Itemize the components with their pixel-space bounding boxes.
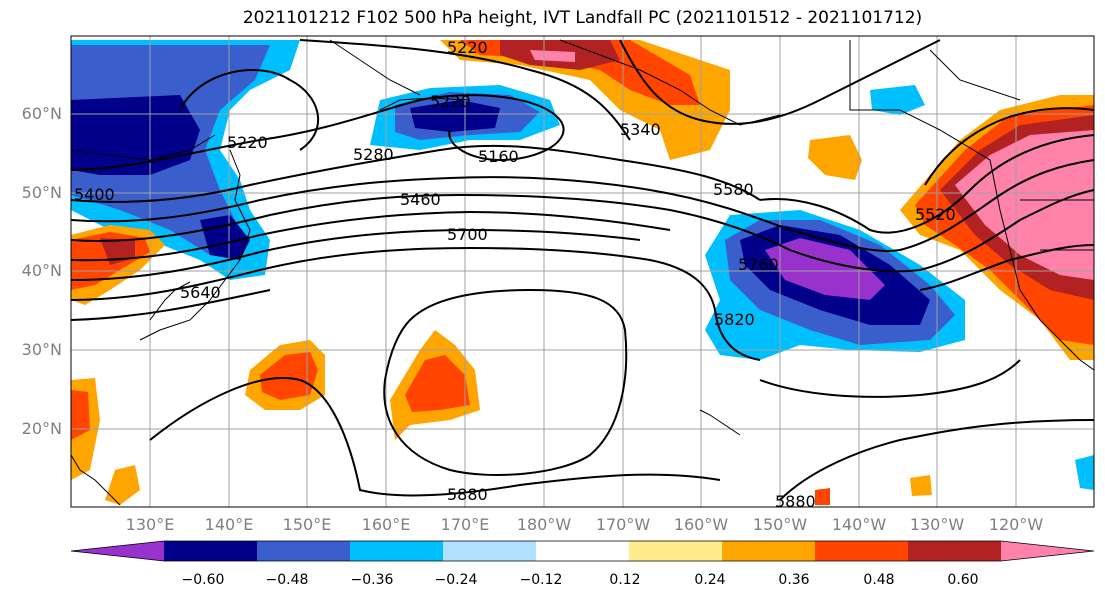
contour-labels: 5220 5220 5220 5340 5160 5280 5400 5460 … [74, 38, 956, 511]
contour-label: 5880 [447, 485, 488, 504]
colorbar-segment [722, 541, 816, 561]
contour-label: 5280 [353, 145, 394, 164]
contour-label: 5520 [915, 205, 956, 224]
colorbar [70, 540, 1095, 562]
lat-tick-label: 60°N [21, 104, 62, 123]
lon-tick-label: 120°W [988, 515, 1044, 534]
colorbar-segment [536, 541, 630, 561]
gridlines [71, 36, 1094, 507]
contour-label: 5460 [400, 190, 441, 209]
contour-label: 5220 [447, 38, 488, 57]
colorbar-outline [70, 540, 1095, 562]
colorbar-tick-label: −0.24 [434, 572, 478, 588]
colorbar-tick-label: −0.60 [181, 572, 225, 588]
colorbar-segment [257, 541, 351, 561]
contour-label: 5340 [620, 120, 661, 139]
contour-label: 5760 [738, 255, 779, 274]
lon-tick-label: 140°E [204, 515, 254, 534]
colorbar-tick-label: 0.60 [947, 572, 979, 588]
lon-tick-label: 160°E [361, 515, 411, 534]
contour-label: 5400 [74, 185, 115, 204]
colorbar-segment [350, 541, 444, 561]
colorbar-tick-label: −0.36 [350, 572, 394, 588]
colorbar-segment [1001, 541, 1094, 561]
lon-tick-label: 130°E [125, 515, 175, 534]
lon-tick-label: 130°W [909, 515, 965, 534]
contour-label: 5880 [775, 492, 816, 511]
colorbar-tick-label: 0.48 [863, 572, 895, 588]
colorbar-segment [629, 541, 723, 561]
colorbar-tick-label: 0.24 [694, 572, 726, 588]
lat-tick-label: 30°N [21, 340, 62, 359]
colorbar-tick-label: 0.12 [609, 572, 641, 588]
lon-tick-label: 140°W [831, 515, 887, 534]
contour-label: 5160 [478, 147, 519, 166]
colorbar-segment [71, 541, 164, 561]
contour-label: 5220 [430, 92, 471, 111]
map-frame [70, 35, 1095, 508]
lon-tick-label: 150°W [752, 515, 808, 534]
colorbar-tick-label: 0.36 [778, 572, 810, 588]
colorbar-segment [908, 541, 1002, 561]
lon-tick-label: 170°W [595, 515, 651, 534]
map-title: 2021101212 F102 500 hPa height, IVT Land… [242, 8, 923, 28]
ivt-shading [71, 40, 1094, 505]
colorbar-segment [164, 541, 258, 561]
height-contours [71, 39, 1094, 501]
colorbar-tick-label: −0.12 [519, 572, 563, 588]
contour-label: 5700 [447, 225, 488, 244]
contour-label: 5640 [180, 283, 221, 302]
lon-tick-label: 180°W [516, 515, 572, 534]
lon-tick-label: 150°E [282, 515, 332, 534]
contour-label: 5580 [713, 180, 754, 199]
colorbar-segment [443, 541, 537, 561]
contour-label: 5820 [714, 310, 755, 329]
colorbar-segment [815, 541, 909, 561]
lat-tick-label: 20°N [21, 419, 62, 438]
contour-label: 5220 [227, 133, 268, 152]
colorbar-tick-label: −0.48 [265, 572, 309, 588]
lon-tick-label: 170°E [440, 515, 490, 534]
lat-tick-label: 40°N [21, 261, 62, 280]
lat-tick-label: 50°N [21, 183, 62, 202]
lon-tick-label: 160°W [673, 515, 729, 534]
